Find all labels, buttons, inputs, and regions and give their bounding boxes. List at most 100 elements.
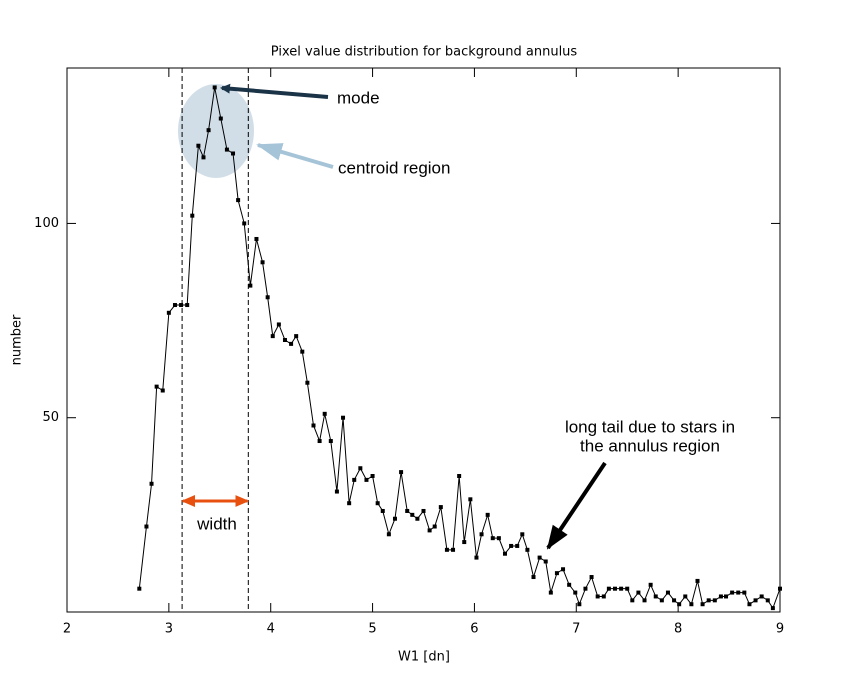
x-tick-label: 6 — [470, 622, 478, 637]
data-point — [289, 341, 294, 346]
data-point — [160, 388, 165, 393]
data-point — [364, 477, 369, 482]
data-point — [276, 322, 281, 327]
plot-frame — [66, 67, 781, 613]
y-tick-label: 100 — [34, 216, 59, 231]
data-point — [468, 497, 473, 502]
data-point — [543, 559, 548, 564]
x-tick-label: 8 — [674, 622, 682, 637]
data-point — [341, 415, 346, 420]
data-point — [672, 598, 677, 603]
x-tick-label: 7 — [572, 622, 580, 637]
data-point — [212, 85, 217, 90]
data-point — [700, 602, 705, 607]
data-point — [525, 547, 530, 552]
centroid-region — [178, 84, 254, 178]
data-point — [265, 295, 270, 300]
data-point — [305, 380, 310, 385]
data-point — [695, 578, 700, 583]
y-tick-label: 50 — [42, 410, 59, 425]
data-point — [179, 303, 184, 308]
annotation: mode — [337, 88, 380, 107]
data-point — [282, 338, 287, 342]
data-point — [515, 543, 520, 548]
x-tick-label: 3 — [165, 622, 173, 637]
data-point — [196, 143, 201, 148]
annotation: width — [196, 514, 237, 533]
chart-title: Pixel value distribution for background … — [271, 45, 578, 60]
data-point — [659, 598, 664, 603]
data-point — [742, 590, 747, 595]
annotation: centroid region — [338, 158, 450, 177]
data-point — [561, 567, 566, 572]
data-point — [270, 334, 275, 339]
data-point — [765, 598, 770, 603]
data-point — [451, 547, 456, 552]
data-point — [358, 466, 363, 471]
data-point — [334, 489, 339, 494]
data-point — [154, 384, 159, 389]
data-point — [496, 536, 501, 541]
data-point — [254, 236, 259, 241]
data-point — [531, 575, 536, 580]
annotation: long tail due to stars in — [565, 417, 735, 436]
data-point — [462, 540, 467, 545]
data-point — [347, 501, 352, 506]
x-tick-label: 9 — [776, 622, 784, 637]
data-point — [577, 602, 582, 607]
data-point — [370, 474, 375, 478]
data-point — [352, 477, 357, 482]
data-point — [502, 551, 507, 556]
data-point — [190, 213, 195, 218]
data-point — [399, 470, 404, 475]
data-point — [677, 602, 682, 607]
data-point — [474, 555, 479, 560]
data-point — [648, 582, 653, 587]
data-point — [665, 590, 670, 595]
data-point — [185, 303, 190, 308]
data-point — [224, 147, 229, 152]
data-point — [375, 501, 380, 506]
data-point — [537, 555, 542, 560]
data-point — [392, 516, 397, 521]
data-point — [172, 303, 177, 308]
data-point — [689, 602, 694, 607]
data-point — [479, 532, 484, 537]
data-point — [653, 594, 658, 599]
data-point — [218, 116, 223, 121]
data-point — [328, 439, 333, 444]
annotation: the annulus region — [580, 436, 720, 455]
data-point — [410, 512, 415, 517]
data-point — [166, 310, 171, 315]
data-point — [432, 524, 437, 529]
data-point — [137, 586, 142, 591]
data-point — [770, 606, 775, 611]
data-point — [438, 505, 443, 510]
data-point — [236, 198, 241, 203]
data-point — [642, 598, 647, 603]
data-point — [612, 586, 617, 591]
data-point — [730, 590, 735, 595]
mode-arrow — [220, 83, 329, 99]
data-point — [736, 590, 741, 595]
data-point — [630, 598, 635, 603]
data-point — [619, 586, 624, 591]
data-point — [386, 532, 391, 537]
data-point — [427, 528, 432, 533]
data-point — [231, 151, 236, 156]
data-point — [206, 128, 211, 133]
data-point — [724, 594, 729, 599]
data-point — [554, 571, 559, 576]
data-point — [747, 602, 752, 607]
tail-arrow — [546, 461, 607, 550]
data-point — [260, 260, 265, 265]
data-point — [589, 575, 594, 580]
x-tick-label: 2 — [63, 622, 71, 637]
data-point — [573, 590, 578, 595]
data-point — [548, 590, 553, 595]
data-point — [457, 474, 462, 478]
data-point — [606, 586, 611, 591]
data-point — [595, 594, 600, 599]
data-point — [490, 536, 495, 541]
